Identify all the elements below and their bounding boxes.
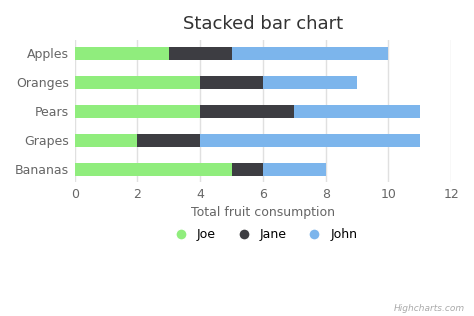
Title: Stacked bar chart: Stacked bar chart [183, 15, 343, 33]
Bar [200, 76, 263, 88]
Bar [200, 134, 420, 147]
Bar [263, 76, 357, 88]
Bar [75, 162, 231, 176]
Bar [200, 105, 294, 118]
Bar [231, 162, 263, 176]
Bar [75, 134, 137, 147]
Bar [75, 105, 200, 118]
Bar [231, 46, 388, 60]
Bar [169, 46, 231, 60]
Bar [137, 134, 200, 147]
Text: Highcharts.com: Highcharts.com [393, 304, 465, 313]
Bar [75, 46, 169, 60]
Bar [263, 162, 326, 176]
X-axis label: Total fruit consumption: Total fruit consumption [191, 206, 335, 219]
Bar [294, 105, 420, 118]
Bar [75, 76, 200, 88]
Legend: Joe, Jane, John: Joe, Jane, John [168, 228, 357, 241]
